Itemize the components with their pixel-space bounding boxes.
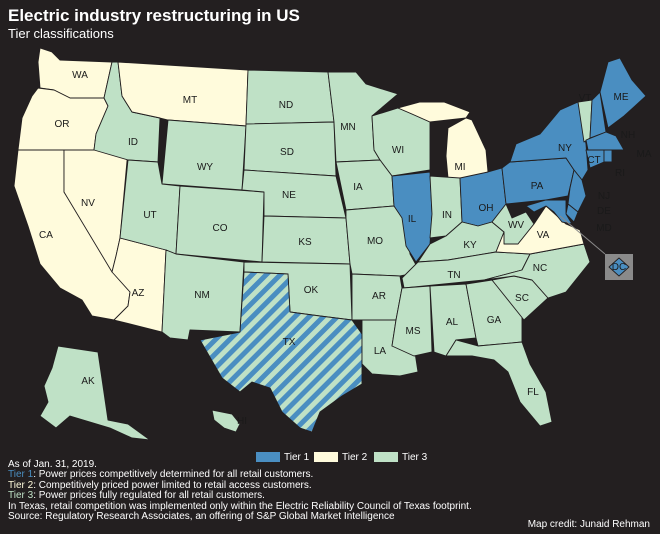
footnotes: As of Jan. 31, 2019. Tier 1: Power price…	[8, 459, 472, 523]
dc-leader-line	[559, 215, 606, 255]
state-label-MD: MD	[596, 223, 612, 234]
note-tier3-text: : Power prices fully regulated for all r…	[33, 490, 265, 502]
state-label-WI: WI	[392, 145, 404, 156]
state-label-ND: ND	[279, 100, 293, 111]
state-RI	[603, 149, 613, 163]
state-label-ID: ID	[128, 137, 138, 148]
state-label-WY: WY	[197, 162, 213, 173]
state-label-LA: LA	[374, 346, 387, 357]
state-label-NM: NM	[194, 290, 210, 301]
note-tier2: Tier 2: Competitively priced power limit…	[8, 479, 472, 491]
state-label-OR: OR	[55, 119, 70, 130]
state-label-TN: TN	[447, 270, 460, 281]
state-label-AZ: AZ	[132, 288, 145, 299]
state-label-OK: OK	[304, 285, 319, 296]
state-ND	[245, 69, 335, 125]
note-tier1-key: Tier 1	[8, 469, 34, 481]
map-subtitle: Tier classifications	[8, 26, 114, 41]
state-label-MO: MO	[367, 236, 383, 247]
state-WY	[161, 119, 247, 191]
state-label-KS: KS	[298, 237, 312, 248]
legend-swatch-tier3	[374, 452, 398, 462]
state-IA	[335, 159, 395, 211]
state-label-IL: IL	[408, 214, 417, 225]
state-label-NC: NC	[533, 263, 547, 274]
state-label-AR: AR	[372, 291, 386, 302]
state-label-FL: FL	[527, 387, 539, 398]
legend-label-tier3: Tier 3	[402, 452, 428, 463]
map-credit: Map credit: Junaid Rehman	[527, 519, 650, 530]
state-label-NE: NE	[282, 190, 296, 201]
state-label-VT: VT	[579, 93, 592, 104]
state-label-NJ: NJ	[598, 191, 610, 202]
state-label-DC: DC	[612, 262, 626, 273]
state-label-SD: SD	[280, 147, 294, 158]
state-labels: WA OR CA NV AZ MT ID UT WY CO NM ND SD NE KS OK TX MN WI MI…	[39, 70, 652, 427]
state-MD	[525, 199, 573, 225]
state-label-NY: NY	[558, 143, 572, 154]
state-label-VA: VA	[537, 230, 550, 241]
state-label-CT: CT	[587, 155, 600, 166]
state-label-DE: DE	[597, 206, 611, 217]
note-as-of: As of Jan. 31, 2019.	[8, 459, 97, 470]
state-label-MS: MS	[406, 326, 421, 337]
state-MI-upper	[397, 101, 471, 123]
state-label-SC: SC	[515, 293, 529, 304]
state-label-ME: ME	[614, 92, 629, 103]
state-HI	[211, 409, 241, 433]
state-MI	[445, 117, 489, 179]
state-label-TX: TX	[283, 337, 296, 348]
state-TX	[199, 271, 363, 433]
state-label-GA: GA	[487, 315, 502, 326]
state-label-WV: WV	[508, 220, 524, 231]
state-label-MT: MT	[183, 95, 197, 106]
state-NY	[509, 101, 589, 181]
state-label-UT: UT	[143, 210, 156, 221]
state-label-IN: IN	[442, 210, 452, 221]
note-tier3: Tier 3: Power prices fully regulated for…	[8, 491, 472, 501]
state-label-MN: MN	[340, 122, 356, 133]
note-texas: In Texas, retail competition was impleme…	[8, 500, 472, 512]
state-DC	[608, 257, 630, 277]
state-NM	[161, 249, 245, 341]
state-DE	[565, 203, 579, 223]
state-label-RI: RI	[615, 168, 625, 179]
state-label-NV: NV	[81, 198, 95, 209]
legend-swatch-tier2	[314, 452, 338, 462]
state-label-AL: AL	[446, 317, 459, 328]
state-label-CO: CO	[213, 223, 228, 234]
state-label-HI: HI	[237, 416, 247, 427]
state-label-NH: NH	[621, 130, 635, 141]
state-label-PA: PA	[531, 181, 544, 192]
note-tier2-key: Tier 2	[8, 479, 34, 491]
state-FL	[445, 339, 553, 427]
note-tier2-text: : Competitively priced power limited to …	[33, 479, 312, 491]
map-title: Electric industry restructuring in US	[8, 6, 300, 25]
legend-swatch-tier1	[256, 452, 280, 462]
note-tier3-key: Tier 3	[8, 490, 34, 502]
state-label-OH: OH	[479, 203, 494, 214]
state-label-KY: KY	[463, 240, 477, 251]
state-label-MA: MA	[637, 149, 652, 160]
state-label-MI: MI	[454, 162, 465, 173]
state-label-AK: AK	[81, 376, 95, 387]
state-ME	[599, 57, 647, 129]
legend-label-tier1: Tier 1	[284, 452, 310, 463]
note-tier1-text: : Power prices competitively determined …	[33, 469, 314, 481]
note-source: Source: Regulatory Research Associates, …	[8, 511, 395, 523]
legend-label-tier2: Tier 2	[342, 452, 368, 463]
state-AK	[39, 345, 151, 441]
state-label-IA: IA	[353, 182, 363, 193]
state-label-CA: CA	[39, 230, 53, 241]
note-tier1: Tier 1: Power prices competitively deter…	[8, 470, 472, 480]
state-label-WA: WA	[72, 70, 88, 81]
